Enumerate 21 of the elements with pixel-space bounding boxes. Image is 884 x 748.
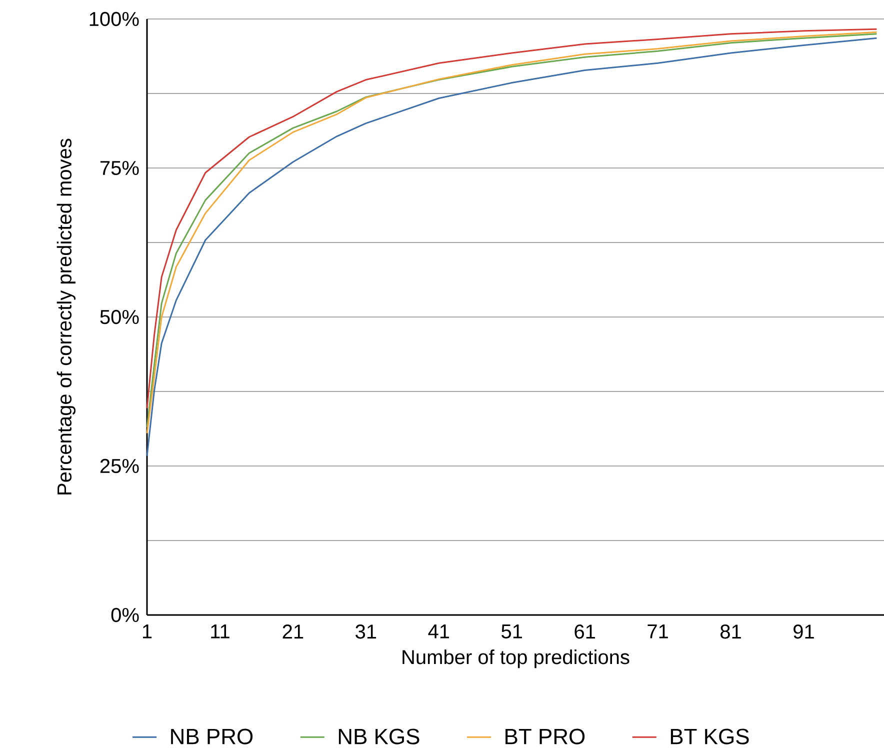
y-tick-label: 100% (90, 12, 139, 26)
x-tick-label: 21 (282, 624, 304, 638)
x-tick-label: 31 (356, 624, 376, 639)
x-tick-label: 71 (648, 624, 668, 638)
legend-label: NB KGS (338, 728, 420, 744)
y-tick-label: 75% (100, 160, 139, 176)
x-tick-label: 11 (211, 624, 230, 638)
legend-label: NB PRO (171, 728, 253, 744)
y-axis-title: Percentage of correctly predicted moves (56, 138, 76, 494)
x-tick-label: 1 (142, 624, 152, 638)
legend-label: BT KGS (670, 728, 749, 744)
y-tick-label: 0% (111, 608, 139, 622)
x-tick-label: 81 (720, 624, 741, 639)
x-tick-label: 61 (574, 624, 595, 639)
legend-label: BT PRO (506, 728, 585, 744)
y-tick-label: 25% (100, 458, 139, 474)
x-tick-label: 51 (502, 624, 522, 638)
x-tick-label: 41 (428, 624, 450, 638)
x-tick-label: 91 (794, 624, 814, 639)
y-tick-label: 50% (100, 310, 139, 324)
x-axis-title: Number of top predictions (402, 650, 630, 668)
